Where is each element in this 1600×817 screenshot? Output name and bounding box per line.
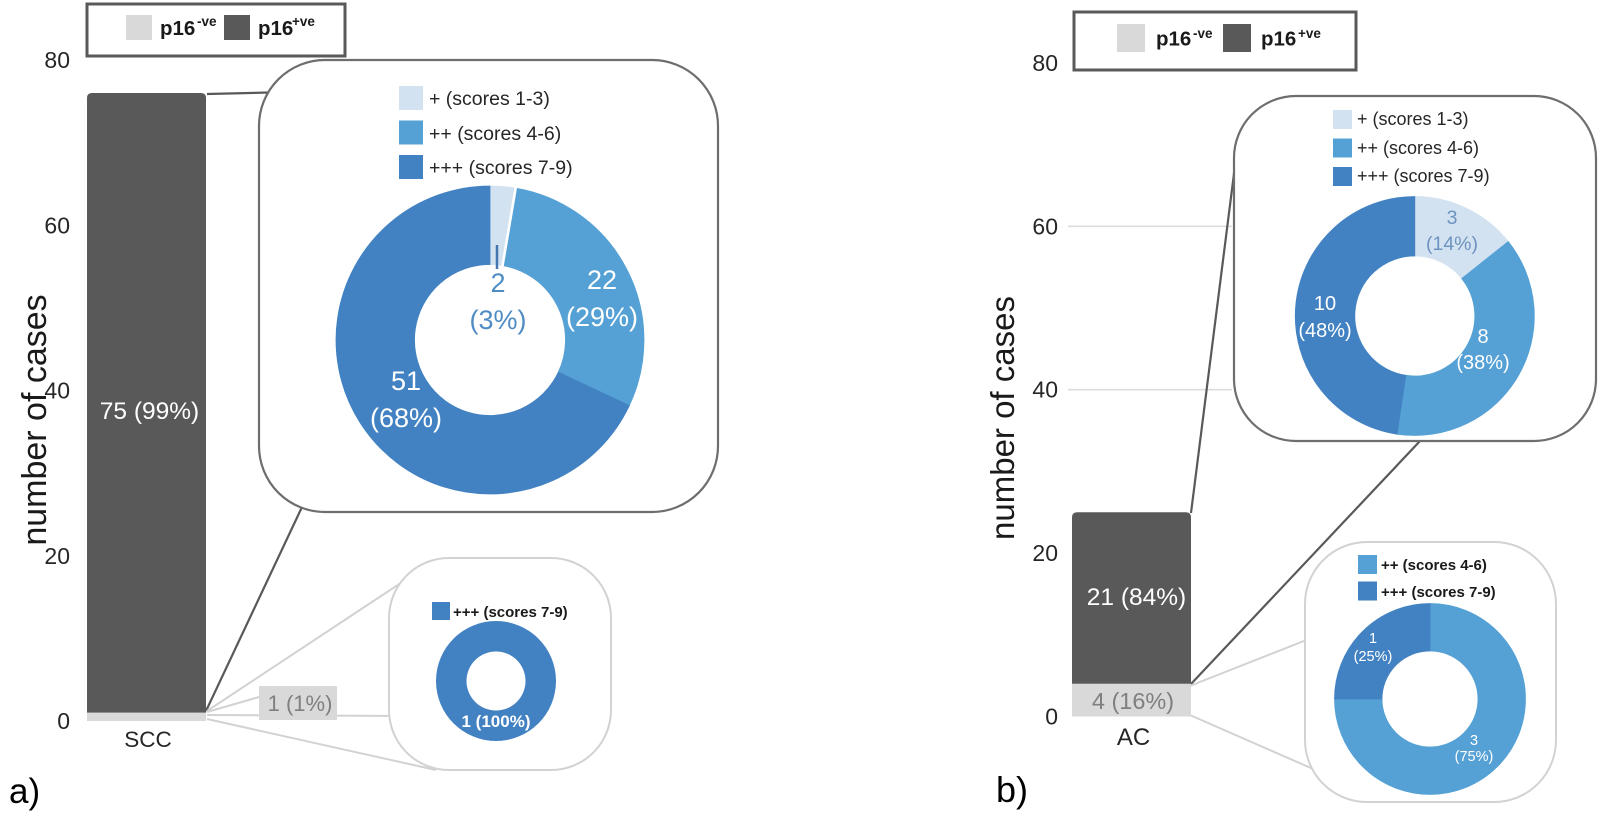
svg-text:10: 10 xyxy=(1314,293,1336,315)
svg-text:+ve: +ve xyxy=(292,14,315,29)
svg-text:(14%): (14%) xyxy=(1426,233,1478,255)
svg-text:60: 60 xyxy=(1032,213,1058,239)
svg-text:1 (100%): 1 (100%) xyxy=(462,712,531,731)
svg-text:40: 40 xyxy=(1032,377,1058,403)
svg-text:2: 2 xyxy=(490,268,505,298)
svg-text:22: 22 xyxy=(587,265,617,295)
svg-text:3: 3 xyxy=(1447,207,1458,229)
svg-text:p16: p16 xyxy=(1261,28,1296,51)
svg-text:(68%): (68%) xyxy=(370,403,442,433)
svg-text:(3%): (3%) xyxy=(469,305,526,335)
svg-text:60: 60 xyxy=(44,212,70,238)
svg-text:(25%): (25%) xyxy=(1354,649,1393,665)
svg-text:+ (scores 1-3): + (scores 1-3) xyxy=(1357,109,1469,129)
svg-text:++ (scores 4-6): ++ (scores 4-6) xyxy=(1381,557,1487,574)
svg-text:4 (16%): 4 (16%) xyxy=(1092,688,1174,714)
svg-text:1: 1 xyxy=(1369,631,1377,647)
svg-text:SCC: SCC xyxy=(124,727,172,752)
svg-text:++ (scores 4-6): ++ (scores 4-6) xyxy=(429,123,561,145)
svg-text:a): a) xyxy=(9,772,40,811)
svg-text:+ (scores 1-3): + (scores 1-3) xyxy=(429,88,550,110)
svg-text:+++ (scores 7-9): +++ (scores 7-9) xyxy=(1381,584,1496,601)
svg-text:(38%): (38%) xyxy=(1456,352,1509,374)
svg-text:number of cases: number of cases xyxy=(16,294,54,545)
svg-text:80: 80 xyxy=(1032,50,1058,76)
svg-text:p16: p16 xyxy=(1156,28,1191,51)
svg-text:++ (scores 4-6): ++ (scores 4-6) xyxy=(1357,138,1479,158)
svg-text:0: 0 xyxy=(1045,704,1058,730)
svg-text:p16: p16 xyxy=(258,17,293,40)
svg-text:0: 0 xyxy=(57,708,70,734)
svg-text:(75%): (75%) xyxy=(1455,749,1494,765)
svg-text:80: 80 xyxy=(44,47,70,73)
svg-text:1 (1%): 1 (1%) xyxy=(268,691,333,716)
svg-text:75 (99%): 75 (99%) xyxy=(100,398,199,425)
svg-text:+++ (scores 7-9): +++ (scores 7-9) xyxy=(453,604,568,621)
svg-text:8: 8 xyxy=(1477,326,1488,348)
svg-text:+++ (scores 7-9): +++ (scores 7-9) xyxy=(1357,166,1490,186)
svg-text:51: 51 xyxy=(391,366,421,396)
svg-text:b): b) xyxy=(996,769,1028,810)
svg-text:AC: AC xyxy=(1117,724,1150,751)
svg-text:-ve: -ve xyxy=(1193,26,1213,41)
svg-text:p16: p16 xyxy=(160,17,195,40)
svg-text:+ve: +ve xyxy=(1298,26,1321,41)
svg-text:20: 20 xyxy=(1032,540,1058,566)
svg-text:21 (84%): 21 (84%) xyxy=(1087,584,1186,611)
svg-text:(29%): (29%) xyxy=(566,302,638,332)
svg-text:+++ (scores 7-9): +++ (scores 7-9) xyxy=(429,157,573,179)
svg-text:40: 40 xyxy=(44,378,70,404)
svg-text:(48%): (48%) xyxy=(1298,320,1351,342)
svg-text:20: 20 xyxy=(44,543,70,569)
svg-text:-ve: -ve xyxy=(197,14,217,29)
svg-text:3: 3 xyxy=(1470,733,1478,749)
svg-text:number of cases: number of cases xyxy=(984,296,1021,540)
